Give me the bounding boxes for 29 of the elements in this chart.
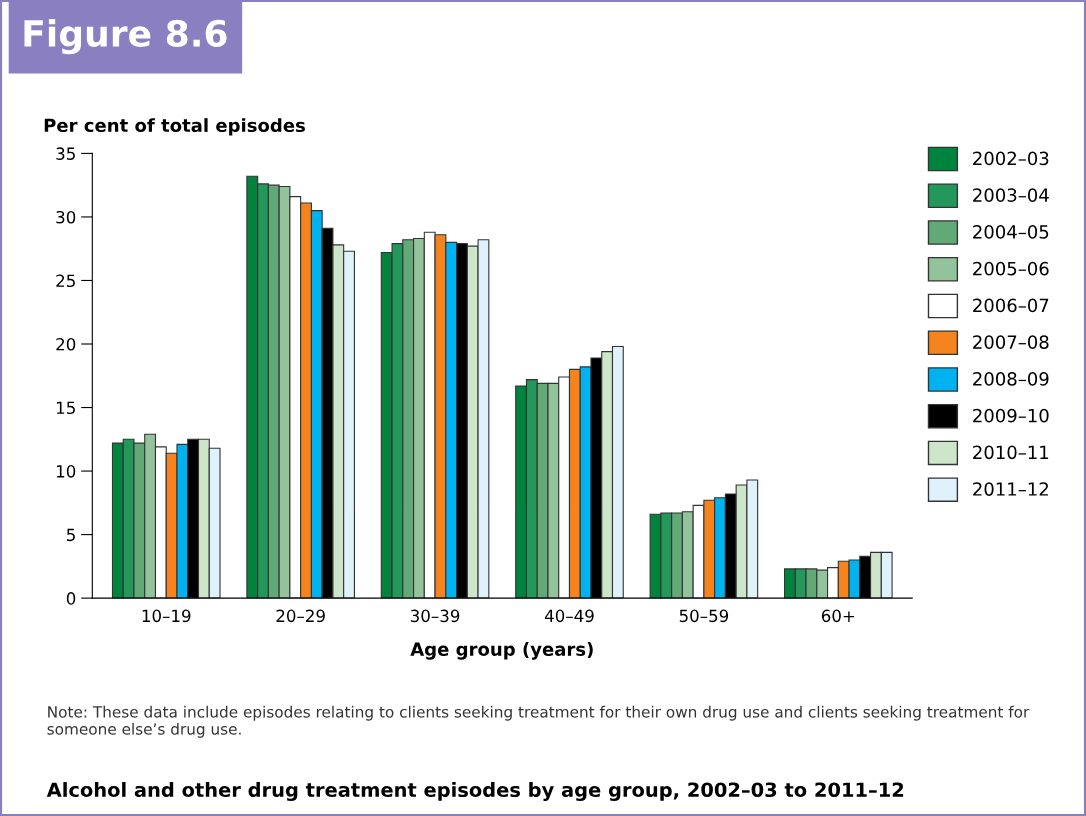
chart-title: Figure 8.6 — [24, 19, 227, 55]
y-tick-label: 25 — [56, 274, 75, 288]
y-tick-label: 20 — [56, 337, 76, 351]
x-tick-label: 20–29 — [276, 609, 325, 623]
legend-label: 2006–07 — [973, 298, 1049, 313]
x-tick-label: 60+ — [821, 609, 855, 623]
legend-label: 2011–12 — [973, 482, 1048, 496]
y-tick-label: 5 — [67, 528, 75, 542]
x-tick-label: 50–59 — [679, 609, 729, 623]
legend-label: 2009–10 — [973, 408, 1049, 423]
legend-label: 2007–08 — [973, 335, 1049, 349]
legend-label: 2003–04 — [973, 188, 1049, 202]
legend-label: 2002–03 — [973, 151, 1049, 166]
legend-label: 2010–11 — [973, 445, 1049, 460]
x-tick-label: 30–39 — [410, 609, 460, 623]
x-axis-title: Age group (years) — [410, 642, 593, 660]
x-tick-label: 10–19 — [142, 609, 191, 623]
y-axis-title: Per cent of total episodes — [44, 118, 305, 136]
text: Alcohol and other drug treatment episodes by age group, 2002–03 to 2011–12 — [46, 782, 904, 802]
legend-label: 2008–09 — [973, 371, 1049, 386]
y-tick-label: 30 — [56, 210, 76, 224]
legend-label: 2004–05 — [973, 225, 1049, 239]
y-tick-label: 35 — [56, 147, 75, 160]
y-tick-label: 15 — [56, 401, 75, 415]
y-tick-label: 0 — [66, 592, 76, 605]
x-tick-label: 40–49 — [544, 609, 594, 623]
legend-label: 2005–06 — [973, 261, 1049, 276]
text: Note: These data include episodes relating to clients seeking treatment for their own drug use and clients seeking treatment for someone else’s drug use. — [47, 705, 1030, 738]
y-tick-label: 10 — [56, 465, 76, 478]
